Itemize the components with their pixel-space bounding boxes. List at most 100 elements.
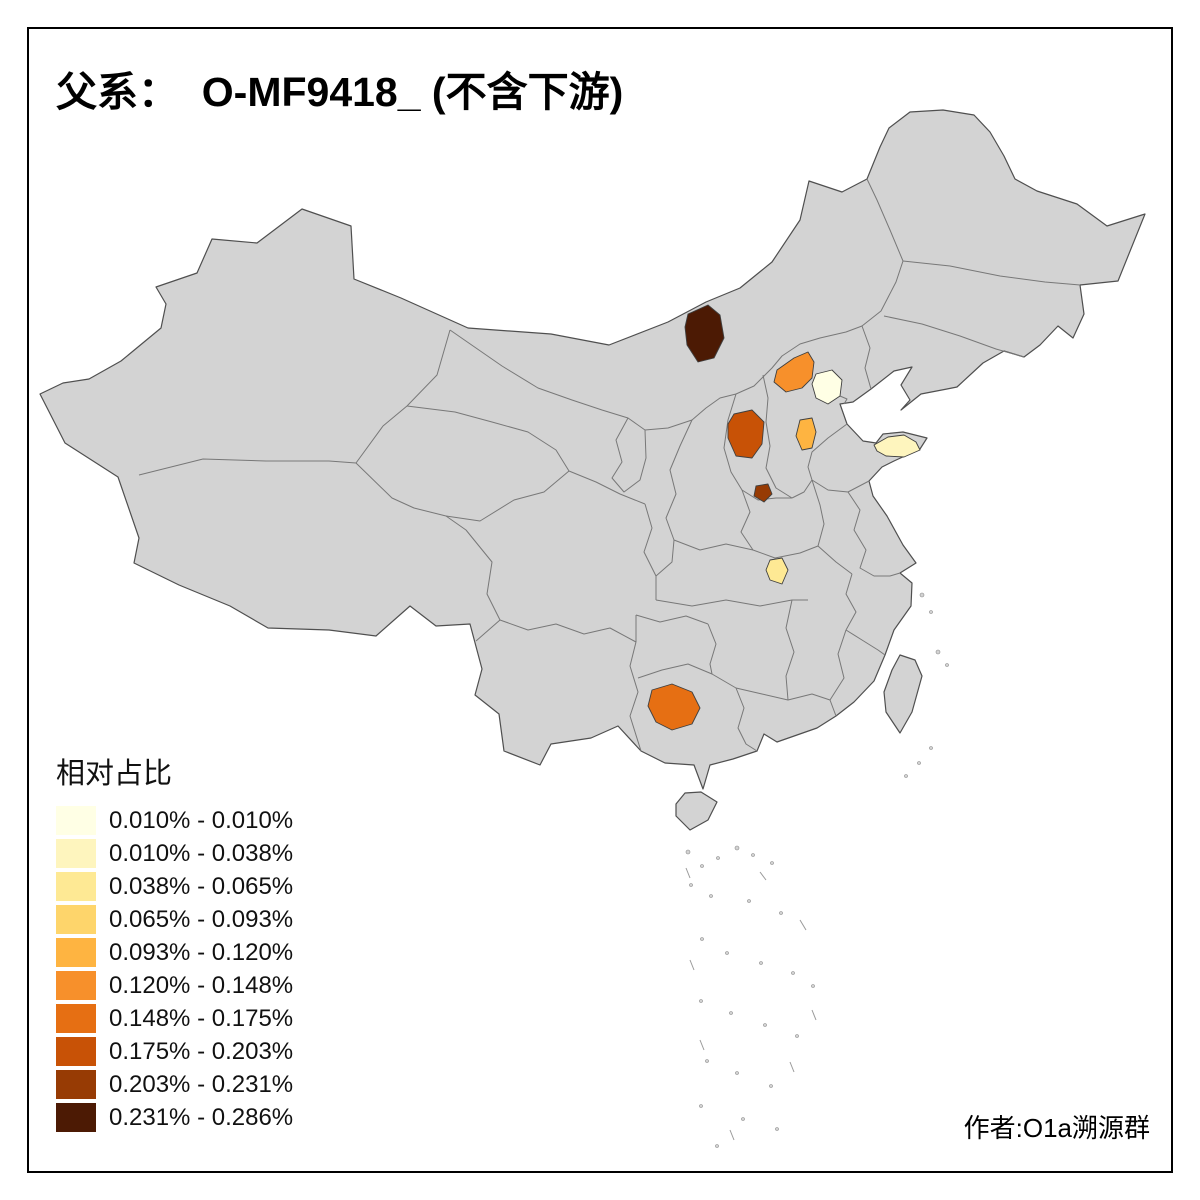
island bbox=[779, 911, 783, 915]
region-beijing-area bbox=[811, 369, 843, 405]
island bbox=[775, 1127, 779, 1131]
legend-item: 0.010% - 0.010% bbox=[56, 806, 293, 835]
legend-swatch bbox=[56, 806, 96, 835]
legend-label: 0.010% - 0.038% bbox=[109, 839, 294, 867]
legend-swatch bbox=[56, 1037, 96, 1066]
province-border-line bbox=[723, 393, 792, 501]
province-border-line bbox=[807, 423, 870, 493]
region-shandong-peninsula bbox=[873, 434, 921, 458]
legend-label: 0.093% - 0.120% bbox=[109, 938, 294, 966]
province-border-line bbox=[355, 462, 447, 517]
sea-boundary-dash bbox=[789, 1061, 795, 1073]
province-border-line bbox=[445, 470, 570, 522]
island bbox=[769, 1084, 773, 1088]
sea-boundary-dash bbox=[699, 1039, 705, 1051]
province-border-line bbox=[637, 663, 737, 689]
province-border-line bbox=[655, 539, 675, 577]
legend-swatch bbox=[56, 905, 96, 934]
province-border-line bbox=[735, 687, 758, 752]
legend-label: 0.010% - 0.010% bbox=[109, 806, 294, 834]
legend-item: 0.038% - 0.065% bbox=[56, 872, 293, 901]
province-border-line bbox=[839, 395, 848, 405]
island bbox=[699, 999, 703, 1003]
island bbox=[945, 663, 949, 667]
legend-label: 0.175% - 0.203% bbox=[109, 1037, 294, 1065]
province-border-line bbox=[861, 325, 872, 390]
island bbox=[759, 961, 763, 965]
island bbox=[751, 853, 755, 857]
sea-boundary-dash bbox=[799, 919, 807, 931]
highlighted-regions bbox=[647, 304, 921, 731]
province-border-line bbox=[665, 419, 693, 541]
province-border-line bbox=[845, 629, 886, 656]
island bbox=[747, 899, 751, 903]
legend-swatch bbox=[56, 839, 96, 868]
region-north-central-inner-mongolia bbox=[684, 304, 725, 363]
sea-boundary-dash bbox=[689, 959, 695, 971]
region-north-hubei bbox=[765, 557, 789, 585]
region-west-hebei bbox=[795, 417, 817, 451]
island bbox=[763, 1023, 767, 1027]
province-border-line bbox=[785, 599, 795, 701]
province-border-line bbox=[673, 539, 754, 551]
province-border-line bbox=[829, 629, 847, 701]
taiwan-island bbox=[883, 654, 923, 734]
island bbox=[689, 883, 693, 887]
legend: 相对占比 0.010% - 0.010% 0.010% - 0.038% 0.0… bbox=[56, 750, 293, 1136]
sea-boundary-dash bbox=[685, 867, 691, 879]
legend-item: 0.203% - 0.231% bbox=[56, 1070, 293, 1099]
province-border-line bbox=[629, 641, 642, 752]
region-central-shanxi bbox=[727, 409, 765, 459]
island bbox=[929, 746, 933, 750]
legend-label: 0.203% - 0.231% bbox=[109, 1070, 294, 1098]
island bbox=[700, 864, 704, 868]
legend-title: 相对占比 bbox=[56, 758, 173, 790]
island bbox=[929, 610, 933, 614]
legend-item: 0.093% - 0.120% bbox=[56, 938, 293, 967]
island bbox=[715, 1144, 719, 1148]
island bbox=[716, 856, 720, 860]
legend-item: 0.120% - 0.148% bbox=[56, 971, 293, 1000]
island bbox=[705, 1059, 709, 1063]
legend-swatch bbox=[56, 938, 96, 967]
legend-swatch bbox=[56, 1103, 96, 1132]
province-border-line bbox=[845, 573, 857, 631]
island bbox=[795, 1034, 799, 1038]
sea-islands bbox=[685, 592, 949, 1148]
province-border-line bbox=[138, 458, 357, 476]
legend-item: 0.010% - 0.038% bbox=[56, 839, 293, 868]
province-border-line bbox=[445, 515, 501, 642]
legend-label: 0.148% - 0.175% bbox=[109, 1004, 294, 1032]
province-border-line bbox=[791, 479, 813, 499]
region-northwest-hebei bbox=[773, 351, 815, 393]
province-border-line bbox=[883, 315, 1025, 358]
island bbox=[904, 774, 908, 778]
region-southwest bbox=[647, 683, 701, 731]
legend-swatch bbox=[56, 1070, 96, 1099]
legend-item: 0.148% - 0.175% bbox=[56, 1004, 293, 1033]
province-border-line bbox=[735, 687, 837, 717]
landmasses bbox=[39, 109, 1146, 831]
island bbox=[935, 649, 941, 655]
island bbox=[699, 1104, 703, 1108]
province-border-line bbox=[635, 614, 709, 625]
island bbox=[725, 951, 729, 955]
province-border-line bbox=[655, 599, 808, 607]
province-border-line bbox=[902, 260, 1081, 286]
province-border-line bbox=[611, 417, 647, 493]
province-border-line bbox=[499, 619, 637, 643]
sea-boundary-dash bbox=[759, 871, 767, 881]
legend-item: 0.231% - 0.286% bbox=[56, 1103, 293, 1132]
legend-item: 0.175% - 0.203% bbox=[56, 1037, 293, 1066]
province-border-line bbox=[707, 623, 717, 675]
province-border-line bbox=[762, 374, 793, 499]
province-border-line bbox=[740, 479, 825, 559]
island bbox=[741, 1117, 745, 1121]
legend-label: 0.038% - 0.065% bbox=[109, 872, 294, 900]
region-shanxi-henan-junction bbox=[753, 483, 773, 503]
province-borders bbox=[138, 178, 1081, 752]
island bbox=[811, 984, 815, 988]
sea-boundary-dash bbox=[729, 1129, 735, 1141]
legend-item: 0.065% - 0.093% bbox=[56, 905, 293, 934]
island bbox=[685, 849, 691, 855]
